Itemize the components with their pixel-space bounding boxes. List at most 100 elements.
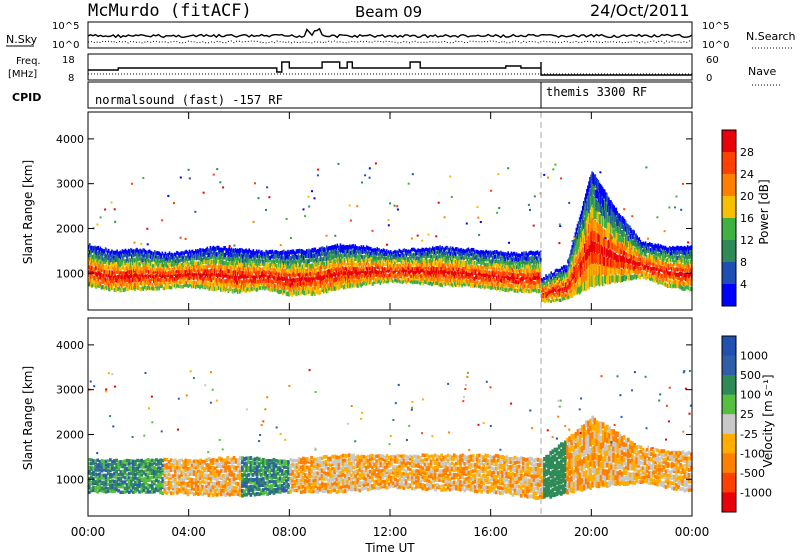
nsky-tick-low: 10^0 bbox=[52, 40, 79, 51]
data-cell bbox=[204, 256, 206, 261]
data-cell bbox=[224, 270, 226, 275]
data-cell bbox=[577, 228, 580, 237]
data-cell bbox=[465, 261, 468, 265]
data-cell bbox=[124, 266, 127, 271]
data-cell bbox=[319, 256, 322, 262]
data-cell bbox=[270, 262, 273, 267]
data-cell bbox=[526, 256, 528, 261]
data-cell bbox=[311, 272, 313, 277]
data-cell bbox=[571, 249, 573, 255]
data-cell bbox=[247, 252, 249, 257]
data-cell bbox=[535, 268, 538, 273]
data-cell bbox=[235, 287, 238, 293]
data-cell bbox=[155, 278, 157, 283]
data-cell bbox=[442, 253, 444, 258]
data-cell bbox=[150, 254, 153, 258]
data-cell bbox=[373, 267, 375, 271]
data-cell bbox=[348, 249, 350, 254]
data-cell bbox=[126, 257, 129, 262]
data-cell bbox=[361, 247, 364, 251]
data-cell bbox=[380, 265, 383, 270]
data-cell bbox=[296, 271, 299, 277]
data-cell bbox=[143, 269, 146, 274]
data-cell bbox=[532, 281, 535, 286]
data-cell bbox=[456, 271, 458, 276]
data-cell bbox=[458, 248, 460, 253]
data-cell bbox=[329, 285, 331, 291]
data-cell bbox=[289, 263, 291, 269]
data-cell bbox=[293, 264, 296, 269]
data-cell bbox=[349, 270, 351, 275]
data-cell bbox=[271, 274, 274, 279]
data-cell bbox=[95, 250, 97, 255]
data-cell bbox=[559, 293, 562, 297]
data-cell bbox=[353, 261, 355, 267]
data-cell bbox=[260, 259, 262, 264]
data-cell bbox=[265, 282, 267, 286]
data-cell bbox=[111, 273, 113, 278]
data-cell bbox=[552, 275, 555, 279]
data-cell bbox=[134, 282, 136, 287]
freq-trace bbox=[88, 61, 692, 76]
data-cell bbox=[343, 270, 346, 275]
data-cell bbox=[304, 285, 306, 291]
data-cell bbox=[445, 274, 448, 279]
data-cell bbox=[269, 249, 271, 254]
data-cell bbox=[531, 276, 534, 281]
data-cell bbox=[154, 270, 156, 275]
data-cell bbox=[359, 273, 362, 278]
data-cell bbox=[112, 279, 114, 284]
data-cell bbox=[451, 258, 454, 263]
data-cell bbox=[368, 254, 370, 259]
data-cell bbox=[562, 282, 564, 286]
data-cell bbox=[212, 287, 215, 292]
data-cell bbox=[276, 258, 279, 263]
data-cell bbox=[188, 262, 191, 267]
data-cell bbox=[315, 262, 318, 267]
data-cell bbox=[470, 248, 473, 252]
data-cell bbox=[436, 267, 438, 271]
data-cell bbox=[275, 258, 278, 263]
data-cell bbox=[549, 276, 551, 280]
data-cell bbox=[241, 266, 243, 271]
data-cell bbox=[124, 252, 127, 257]
data-cell bbox=[428, 259, 431, 263]
data-cell bbox=[207, 269, 210, 274]
data-cell bbox=[587, 236, 589, 248]
data-cell bbox=[158, 271, 160, 275]
data-cell bbox=[158, 260, 160, 265]
data-cell bbox=[201, 283, 203, 288]
data-cell bbox=[441, 254, 443, 259]
data-cell bbox=[400, 250, 403, 254]
data-cell bbox=[378, 273, 381, 278]
data-cell bbox=[593, 276, 595, 288]
data-cell bbox=[390, 270, 392, 274]
data-cell bbox=[343, 245, 346, 250]
data-cell bbox=[327, 269, 329, 275]
data-cell bbox=[251, 253, 254, 258]
data-cell bbox=[328, 251, 330, 257]
data-cell bbox=[360, 277, 363, 282]
data-cell bbox=[471, 272, 474, 277]
data-cell bbox=[369, 253, 371, 258]
data-cell bbox=[456, 274, 458, 279]
data-cell bbox=[477, 273, 479, 278]
data-cell bbox=[269, 278, 271, 283]
data-cell bbox=[246, 282, 248, 287]
data-cell bbox=[162, 253, 165, 257]
data-cell bbox=[553, 293, 556, 297]
data-cell bbox=[481, 250, 483, 255]
data-cell bbox=[506, 256, 508, 261]
data-cell bbox=[457, 277, 459, 282]
data-cell bbox=[369, 246, 371, 251]
data-cell bbox=[576, 223, 579, 231]
data-cell bbox=[297, 280, 300, 286]
data-cell bbox=[424, 252, 427, 256]
data-cell bbox=[411, 274, 413, 279]
data-cell bbox=[526, 287, 528, 292]
data-cell bbox=[104, 260, 107, 265]
data-cell bbox=[292, 259, 295, 264]
data-cell bbox=[448, 259, 451, 264]
data-cell bbox=[448, 247, 451, 252]
data-cell bbox=[504, 283, 506, 288]
